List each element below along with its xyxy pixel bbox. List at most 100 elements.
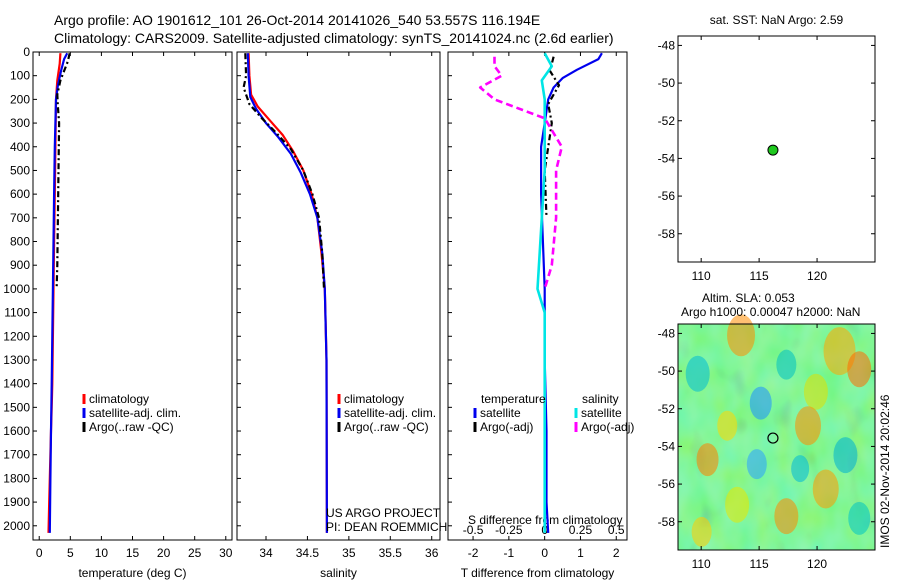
- sla-anomaly-blob: [685, 355, 710, 392]
- sla-map-lon-label: 115: [750, 557, 769, 571]
- sla-anomaly-blob: [691, 516, 712, 547]
- salinity-axis-tick-label: 34.5: [296, 546, 320, 560]
- depth-tick-label: 0: [23, 45, 30, 59]
- temperature-series-2: [55, 52, 71, 289]
- depth-tick-label: 800: [10, 235, 30, 249]
- profile-title: Argo profile: AO 1901612_101 26-Oct-2014…: [54, 12, 541, 28]
- sdiff-satellite-line: [536, 52, 554, 533]
- sst-map-lon-label: 120: [807, 269, 827, 283]
- sla-argo-position: [767, 432, 779, 444]
- salinity-series-0: [247, 53, 328, 533]
- sla-anomaly-blob: [696, 443, 719, 477]
- depth-tick-label: 600: [10, 187, 30, 201]
- depth-tick-label: 1400: [3, 377, 30, 391]
- sla-anomaly-blob: [776, 349, 797, 380]
- tdiff-legend-satellite-label: satellite: [480, 406, 521, 420]
- depth-tick-label: 1100: [4, 306, 30, 320]
- pi-project-label: US ARGO PROJECT: [326, 506, 441, 520]
- pi-name-label: PI: DEAN ROEMMICH: [326, 520, 447, 534]
- temperature-legend-0-label: climatology: [89, 392, 149, 406]
- sla-anomaly-blob: [791, 455, 810, 483]
- sla-anomaly-blob: [749, 386, 772, 420]
- sla-anomaly-blob: [727, 314, 756, 357]
- salinity-axis-tick-label: 35.5: [379, 546, 403, 560]
- temperature-axis-tick-label: 30: [219, 546, 233, 560]
- temperature-axis-tick-label: 0: [36, 546, 43, 560]
- sla-anomaly-blob: [725, 486, 750, 523]
- tdiff-xlabel: T difference from climatology: [461, 566, 615, 580]
- sst-map-frame: [677, 35, 876, 263]
- temperature-legend-2-label: Argo(..raw -QC): [89, 420, 174, 434]
- sla-map-lat-label: -54: [658, 439, 676, 453]
- sst-map-lat-label: -58: [658, 227, 676, 241]
- sdiff-tick-label: 0.5: [608, 523, 625, 537]
- temperature-axis-tick-label: 20: [157, 546, 171, 560]
- depth-tick-label: 200: [10, 92, 30, 106]
- salinity-xlabel: salinity: [320, 566, 357, 580]
- tdiff-axis-tick-label: -1: [504, 546, 515, 560]
- temperature-xlabel: temperature (deg C): [78, 566, 186, 580]
- depth-tick-label: 1300: [3, 353, 30, 367]
- sla-anomaly-blob: [746, 449, 767, 480]
- temperature-series-1: [48, 52, 69, 533]
- sst-argo-position: [767, 144, 779, 156]
- sst-map-lat-label: -52: [658, 114, 676, 128]
- sla-anomaly-blob: [717, 410, 738, 441]
- sdiff-tick-label: -0.5: [463, 523, 484, 537]
- depth-tick-label: 1700: [3, 448, 30, 462]
- sla-title-line1: Altim. SLA: 0.053: [702, 291, 795, 305]
- tdiff-legend-title: temperature: [481, 392, 546, 406]
- depth-tick-label: 1600: [3, 424, 30, 438]
- sla-anomaly-blob: [848, 501, 871, 535]
- sla-anomaly-blob: [812, 469, 839, 509]
- temperature-axis-tick-label: 5: [67, 546, 74, 560]
- temperature-legend-1-label: satellite-adj. clim.: [89, 406, 181, 420]
- depth-tick-label: 2000: [3, 519, 30, 533]
- imos-stamp: IMOS 02-Nov-2014 20:02:46: [878, 394, 892, 548]
- sla-map-lat-label: -50: [658, 364, 676, 378]
- temperature-axis-tick-label: 25: [188, 546, 202, 560]
- salinity-legend-2-label: Argo(..raw -QC): [344, 420, 429, 434]
- depth-tick-label: 1000: [3, 282, 30, 296]
- sst-map-title: sat. SST: NaN Argo: 2.59: [710, 13, 844, 27]
- salinity-series-2: [242, 53, 326, 289]
- sla-map-lon-label: 110: [692, 557, 711, 571]
- sst-map-lon-label: 110: [692, 269, 711, 283]
- depth-tick-label: 1500: [3, 400, 30, 414]
- depth-tick-label: 500: [10, 163, 30, 177]
- salinity-legend-1-label: satellite-adj. clim.: [344, 406, 436, 420]
- salinity-axis-tick-label: 35: [342, 546, 356, 560]
- salinity-series-1: [246, 53, 328, 533]
- depth-tick-label: 900: [10, 258, 30, 272]
- sla-map-lon-label: 120: [807, 557, 827, 571]
- salinity-legend-0-label: climatology: [344, 392, 404, 406]
- sla-map-lat-label: -52: [658, 402, 676, 416]
- tdiff-axis-tick-label: 1: [577, 546, 584, 560]
- difference-plot-frame: [447, 51, 628, 541]
- sdiff-legend-satellite-label: satellite: [581, 406, 622, 420]
- tdiff-axis-tick-label: 2: [613, 546, 620, 560]
- sst-map-lat-label: -50: [658, 76, 676, 90]
- tdiff-legend-argo-label: Argo(-adj): [480, 420, 533, 434]
- temperature-axis-tick-label: 10: [95, 546, 109, 560]
- salinity-axis-tick-label: 34: [259, 546, 273, 560]
- sst-map-lat-label: -54: [658, 151, 676, 165]
- sst-map-lat-label: -48: [658, 38, 676, 52]
- sla-anomaly-blob: [774, 498, 799, 535]
- sla-map-lat-label: -48: [658, 326, 676, 340]
- sdiff-legend-argo-label: Argo(-adj): [581, 420, 634, 434]
- depth-tick-label: 100: [10, 69, 30, 83]
- temperature-plot-frame: [32, 51, 233, 541]
- depth-tick-label: 1900: [3, 495, 30, 509]
- climatology-title: Climatology: CARS2009. Satellite-adjuste…: [54, 30, 614, 46]
- temperature-axis-tick-label: 15: [126, 546, 140, 560]
- depth-tick-label: 1200: [3, 329, 30, 343]
- sdiff-tick-label: -0.25: [495, 523, 523, 537]
- salinity-plot-frame: [236, 51, 441, 541]
- sla-anomaly-blob: [847, 351, 872, 388]
- depth-tick-label: 300: [10, 116, 30, 130]
- depth-tick-label: 700: [10, 211, 30, 225]
- tdiff-axis-tick-label: -2: [468, 546, 479, 560]
- sst-map-lat-label: -56: [658, 189, 676, 203]
- sla-map-frame: [677, 323, 876, 551]
